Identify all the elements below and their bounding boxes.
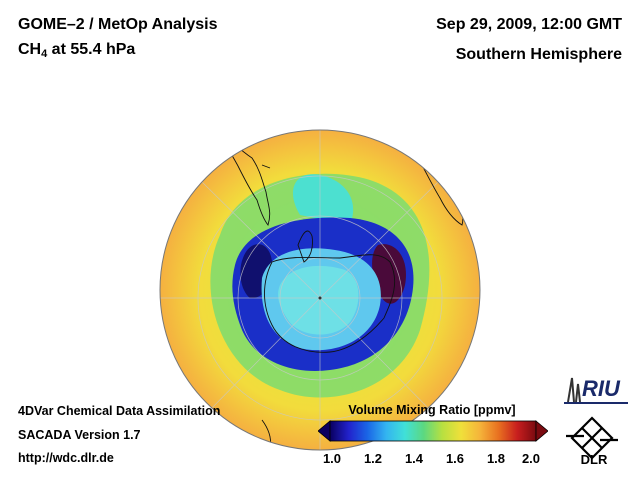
footer-url[interactable]: http://wdc.dlr.de bbox=[18, 451, 114, 465]
colorbar-tick: 2.0 bbox=[521, 451, 541, 466]
vortex-dark-right bbox=[372, 244, 406, 304]
species-level: at 55.4 hPa bbox=[47, 41, 136, 58]
title-datetime: Sep 29, 2009, 12:00 GMT bbox=[436, 16, 622, 33]
riu-cologne-icon bbox=[567, 377, 581, 403]
colorbar-tick: 1.4 bbox=[404, 451, 424, 466]
colorbar bbox=[318, 420, 548, 442]
riu-text: RIU bbox=[582, 376, 621, 401]
species-main: CH bbox=[18, 41, 42, 58]
dlr-text: DLR bbox=[581, 452, 608, 467]
colorbar-title: Volume Mixing Ratio [ppmv] bbox=[348, 403, 516, 417]
title-region: Southern Hemisphere bbox=[455, 46, 622, 63]
footer-version: SACADA Version 1.7 bbox=[18, 428, 141, 442]
south-pole-marker bbox=[318, 296, 322, 300]
colorbar-gradient bbox=[329, 420, 537, 442]
footer-method: 4DVar Chemical Data Assimilation bbox=[18, 404, 221, 418]
species-subscript: 4 bbox=[41, 48, 48, 60]
vortex-tongue bbox=[292, 174, 354, 225]
title-instrument: GOME–2 / MetOp Analysis bbox=[18, 16, 218, 33]
colorbar-tick: 1.0 bbox=[322, 451, 342, 466]
colorbar-left-arrow bbox=[318, 420, 331, 442]
colorbar-tick: 1.8 bbox=[486, 451, 506, 466]
dlr-logo: DLR bbox=[566, 416, 618, 467]
title-species: CH4 at 55.4 hPa bbox=[18, 41, 136, 60]
colorbar-right-arrow bbox=[535, 420, 548, 442]
globe-outline bbox=[159, 129, 481, 451]
riu-logo: RIU bbox=[564, 376, 628, 404]
colorbar-tick: 1.2 bbox=[363, 451, 383, 466]
dlr-emblem-icon bbox=[566, 416, 618, 460]
colorbar-tick: 1.6 bbox=[445, 451, 465, 466]
